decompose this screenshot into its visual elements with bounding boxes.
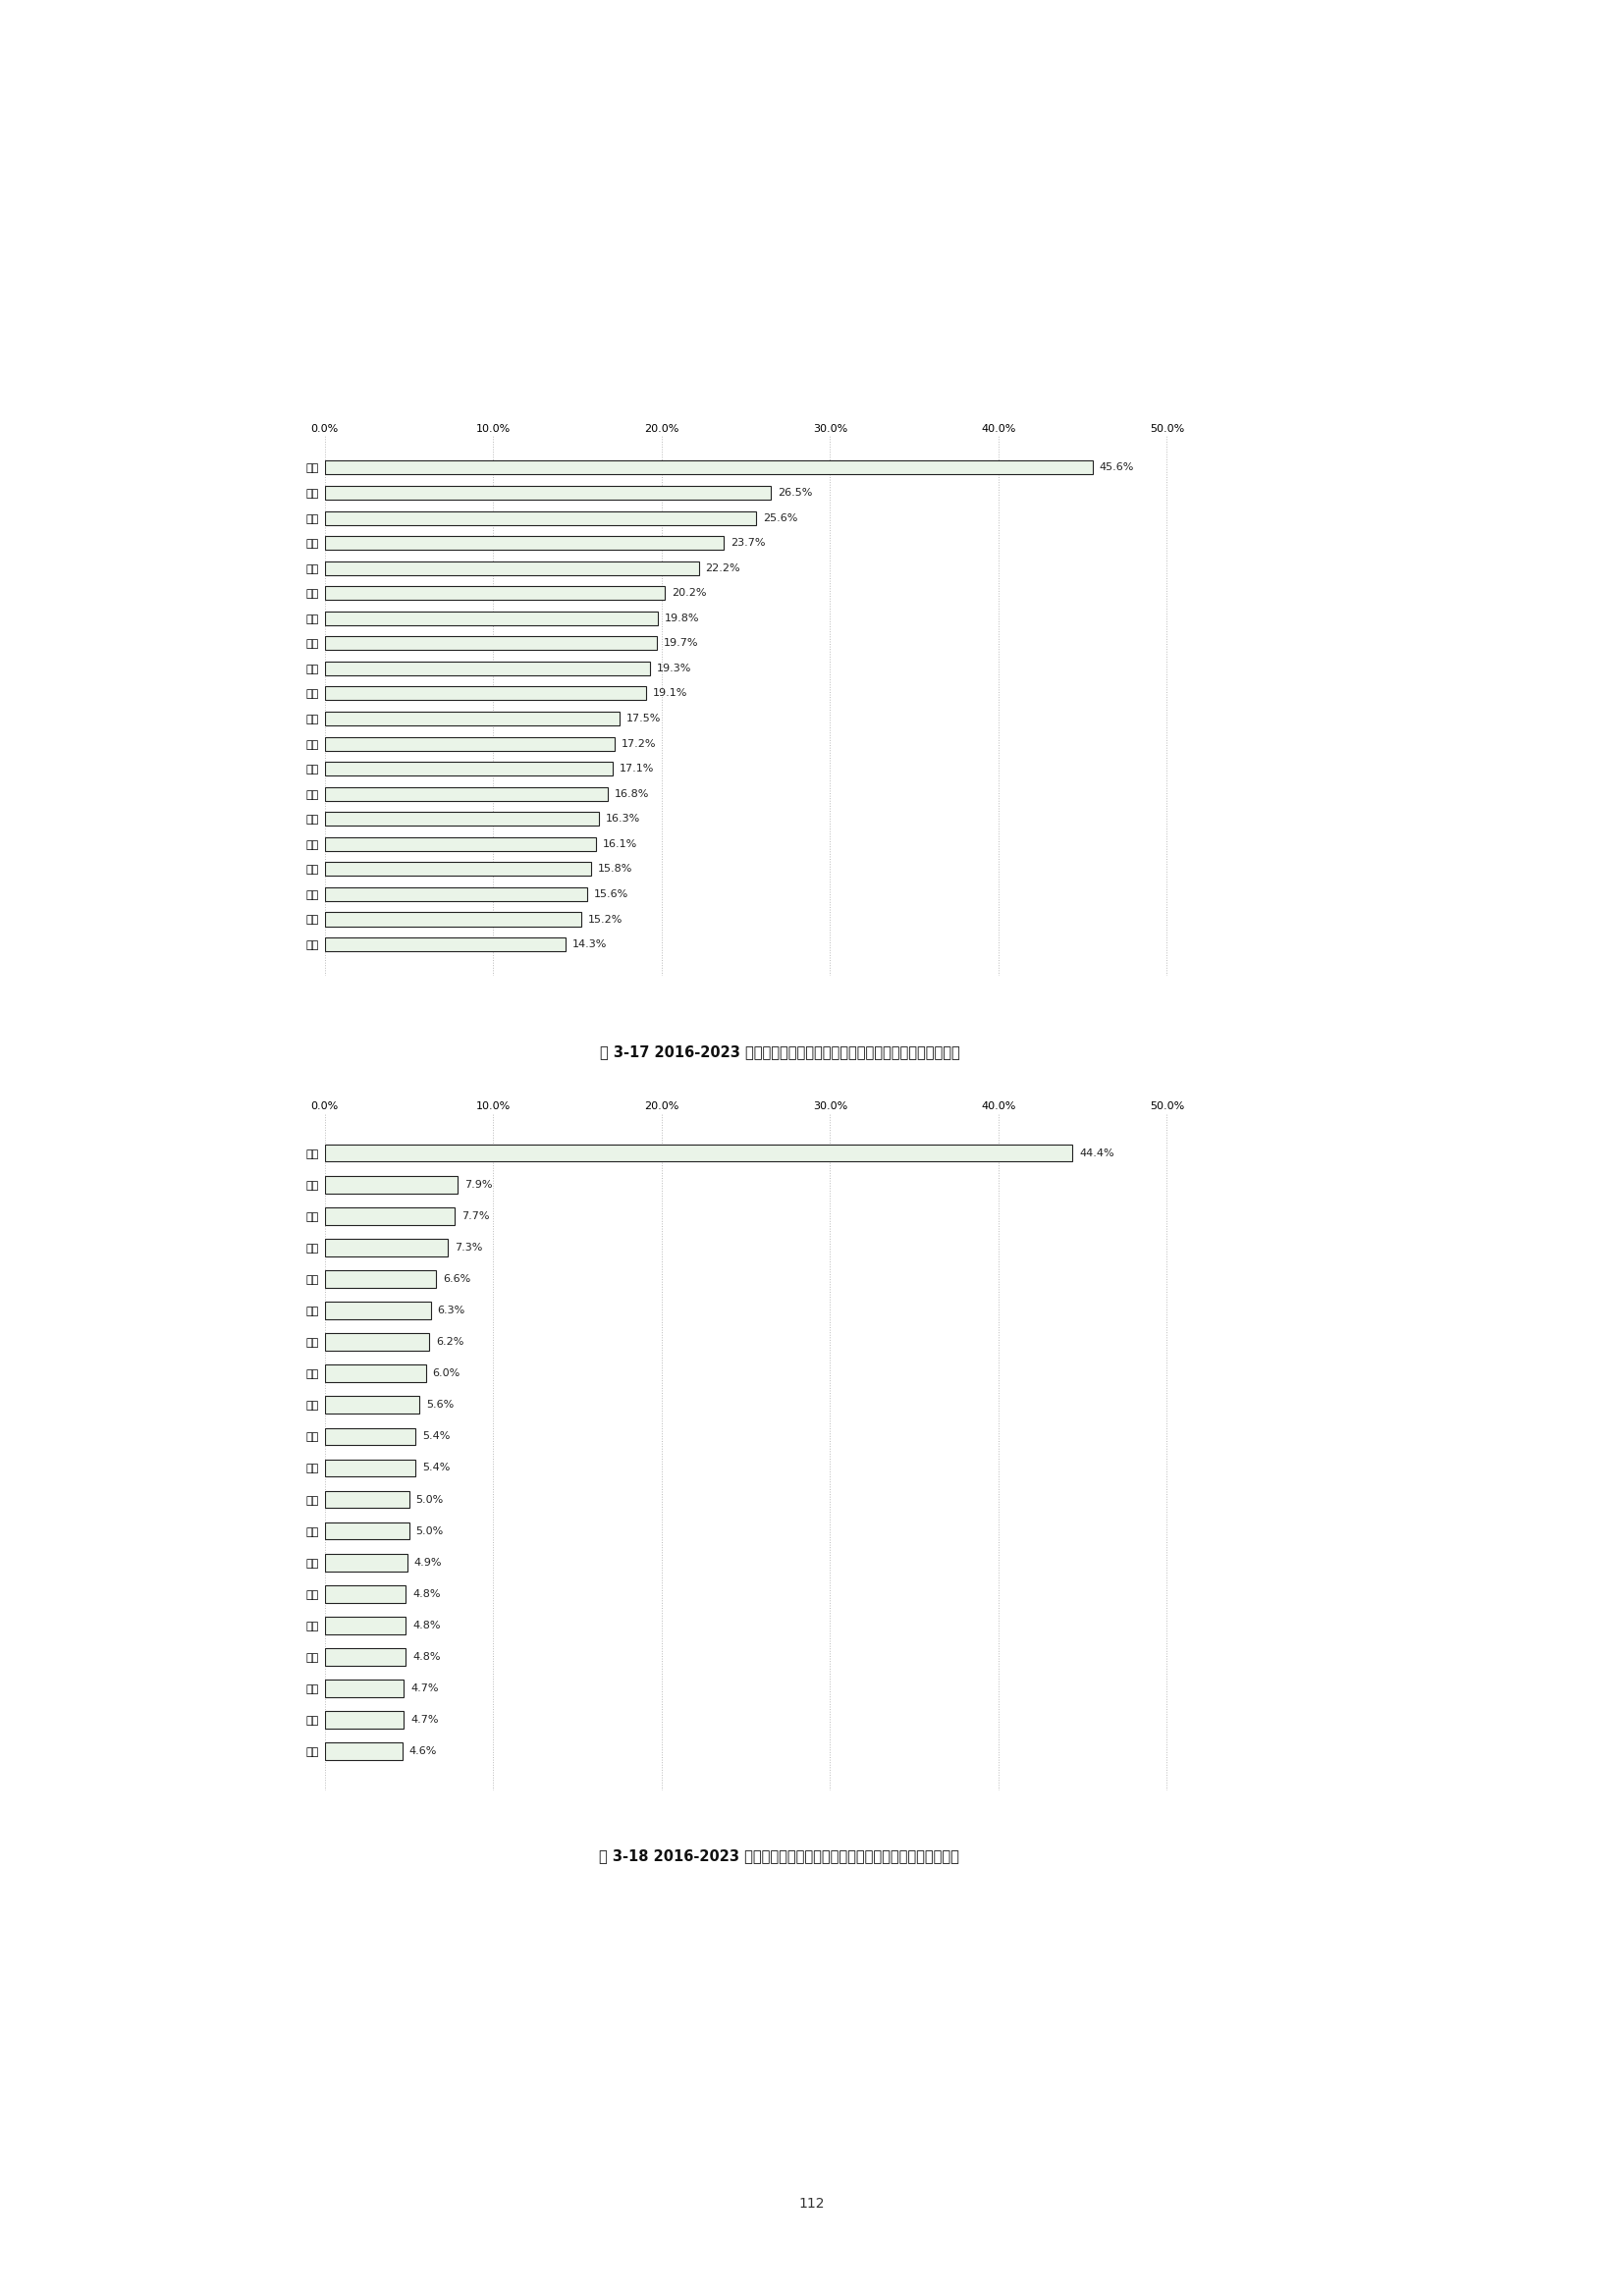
Bar: [325, 661, 650, 675]
Text: 5.0%: 5.0%: [416, 1527, 443, 1536]
Bar: [325, 912, 581, 925]
Text: 16.3%: 16.3%: [606, 815, 640, 824]
Text: 4.8%: 4.8%: [412, 1621, 440, 1630]
Text: 图 3-18 2016-2023 年中国绿色低碳专利申请公开量同期占比位于前二十城市: 图 3-18 2016-2023 年中国绿色低碳专利申请公开量同期占比位于前二十…: [599, 1848, 960, 1862]
Bar: [325, 611, 658, 625]
Text: 5.4%: 5.4%: [422, 1463, 450, 1472]
Bar: [325, 1681, 404, 1697]
Bar: [325, 1711, 404, 1729]
Bar: [325, 886, 588, 900]
Text: 15.8%: 15.8%: [598, 863, 632, 875]
Bar: [325, 1208, 455, 1224]
Bar: [325, 512, 755, 526]
Text: 6.2%: 6.2%: [435, 1336, 464, 1348]
Text: 7.7%: 7.7%: [461, 1210, 489, 1221]
Text: 26.5%: 26.5%: [778, 487, 812, 498]
Text: 4.8%: 4.8%: [412, 1589, 440, 1598]
Bar: [325, 1396, 419, 1414]
Bar: [325, 1270, 435, 1288]
Text: 4.6%: 4.6%: [409, 1747, 437, 1756]
Text: 20.2%: 20.2%: [672, 588, 706, 597]
Text: 23.7%: 23.7%: [731, 537, 765, 549]
Bar: [325, 1460, 416, 1476]
Bar: [325, 1522, 409, 1541]
Text: 5.6%: 5.6%: [425, 1401, 453, 1410]
Text: 15.6%: 15.6%: [594, 889, 628, 900]
Text: 6.6%: 6.6%: [443, 1274, 471, 1283]
Text: 4.8%: 4.8%: [412, 1653, 440, 1662]
Bar: [325, 1334, 429, 1350]
Text: 6.3%: 6.3%: [437, 1306, 466, 1316]
Bar: [325, 813, 599, 827]
Bar: [325, 788, 607, 801]
Text: 17.1%: 17.1%: [619, 765, 654, 774]
Bar: [325, 1616, 406, 1635]
Bar: [325, 1649, 406, 1665]
Bar: [325, 1743, 403, 1761]
Text: 19.1%: 19.1%: [653, 689, 689, 698]
Text: 16.1%: 16.1%: [603, 838, 637, 850]
Text: 14.3%: 14.3%: [572, 939, 607, 948]
Text: 15.2%: 15.2%: [588, 914, 622, 925]
Bar: [325, 1490, 409, 1508]
Bar: [325, 487, 771, 501]
Bar: [325, 1584, 406, 1603]
Bar: [325, 1302, 430, 1320]
Bar: [325, 1554, 408, 1570]
Text: 16.8%: 16.8%: [614, 790, 650, 799]
Bar: [325, 1428, 416, 1444]
Bar: [325, 838, 596, 852]
Bar: [325, 937, 565, 951]
Bar: [325, 712, 619, 726]
Text: 5.4%: 5.4%: [422, 1433, 450, 1442]
Text: 44.4%: 44.4%: [1080, 1148, 1114, 1157]
Bar: [325, 1364, 425, 1382]
Bar: [325, 585, 664, 599]
Bar: [325, 762, 612, 776]
Bar: [325, 863, 591, 877]
Bar: [325, 636, 656, 650]
Bar: [325, 1143, 1072, 1162]
Bar: [325, 461, 1093, 475]
Text: 19.7%: 19.7%: [663, 638, 698, 647]
Text: 19.8%: 19.8%: [664, 613, 700, 622]
Bar: [325, 560, 698, 574]
Text: 7.9%: 7.9%: [464, 1180, 492, 1189]
Text: 4.9%: 4.9%: [414, 1557, 442, 1568]
Text: 6.0%: 6.0%: [432, 1368, 460, 1378]
Text: 22.2%: 22.2%: [705, 563, 741, 574]
Text: 25.6%: 25.6%: [763, 512, 797, 523]
Bar: [325, 687, 646, 700]
Bar: [325, 1176, 458, 1194]
Text: 19.3%: 19.3%: [656, 664, 692, 673]
Text: 5.0%: 5.0%: [416, 1495, 443, 1504]
Bar: [325, 535, 724, 549]
Text: 17.2%: 17.2%: [622, 739, 656, 748]
Text: 17.5%: 17.5%: [627, 714, 661, 723]
Text: 7.3%: 7.3%: [455, 1242, 482, 1251]
Text: 45.6%: 45.6%: [1099, 464, 1134, 473]
Text: 图 3-17 2016-2023 年中国绿色低碳专利申请公开量年均增速位于前二十城市: 图 3-17 2016-2023 年中国绿色低碳专利申请公开量年均增速位于前二十…: [599, 1045, 960, 1058]
Bar: [325, 1240, 448, 1256]
Text: 4.7%: 4.7%: [411, 1683, 438, 1694]
Text: 112: 112: [799, 2197, 825, 2211]
Text: 4.7%: 4.7%: [411, 1715, 438, 1724]
Bar: [325, 737, 614, 751]
